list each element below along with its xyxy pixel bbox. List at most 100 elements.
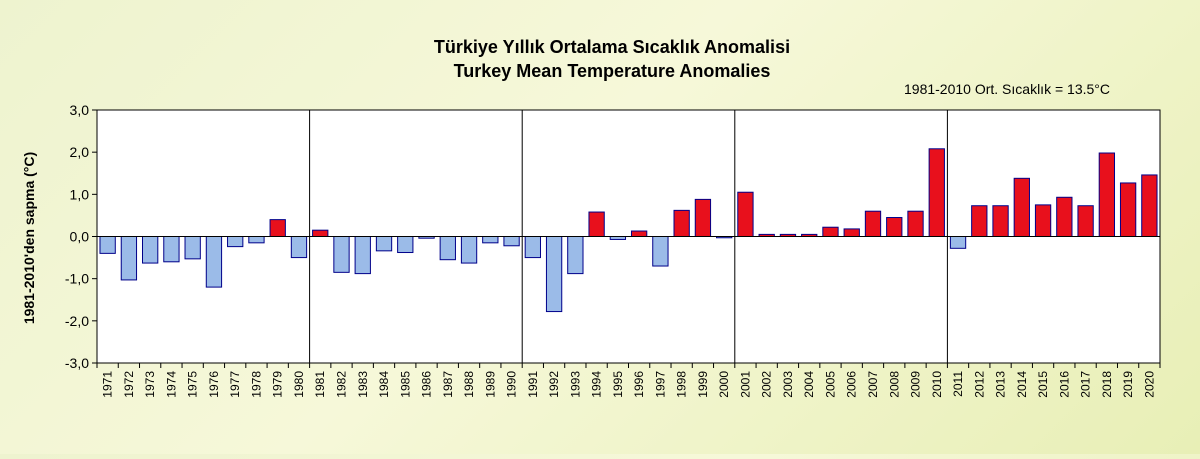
x-tick-label: 1988 bbox=[462, 371, 476, 398]
bar-2010 bbox=[928, 148, 945, 237]
y-tick-label: 3,0 bbox=[70, 102, 90, 118]
x-tick-label: 1993 bbox=[568, 371, 582, 398]
y-tick-label: -1,0 bbox=[65, 271, 89, 287]
bar-1983 bbox=[354, 236, 371, 275]
x-tick-label: 2008 bbox=[887, 371, 901, 398]
x-tick-label: 1995 bbox=[611, 371, 625, 398]
x-tick-label: 2011 bbox=[951, 371, 965, 397]
x-tick-label: 1978 bbox=[249, 371, 263, 398]
x-tick-label: 2014 bbox=[1015, 371, 1029, 398]
bar-2011 bbox=[949, 236, 967, 249]
x-tick-label: 1997 bbox=[653, 371, 667, 398]
x-tick-label: 2013 bbox=[994, 371, 1008, 398]
bar-1975 bbox=[184, 236, 201, 260]
x-tick-label: 2019 bbox=[1121, 371, 1135, 398]
x-tick-label: 1994 bbox=[590, 371, 604, 398]
bar-1981 bbox=[312, 229, 329, 237]
x-tick-label: 1981 bbox=[313, 371, 327, 398]
bar-2014 bbox=[1013, 177, 1030, 237]
bar-2017 bbox=[1077, 205, 1094, 238]
bar-1973 bbox=[142, 236, 159, 264]
x-tick-label: 1983 bbox=[356, 371, 370, 398]
baseline-annotation: 1981-2010 Ort. Sıcaklık = 13.5°C bbox=[904, 81, 1110, 97]
bar-1971 bbox=[99, 236, 116, 254]
x-tick-label: 2020 bbox=[1142, 371, 1156, 398]
x-tick-label: 1977 bbox=[228, 371, 242, 398]
y-tick-label: 0,0 bbox=[70, 229, 90, 245]
bar-2008 bbox=[886, 217, 903, 238]
y-tick-label: 1,0 bbox=[70, 186, 90, 202]
x-tick-label: 1974 bbox=[164, 371, 178, 398]
bar-2016 bbox=[1056, 196, 1073, 237]
bar-1988 bbox=[460, 236, 478, 264]
x-tick-label: 2007 bbox=[866, 371, 880, 398]
bar-1989 bbox=[482, 236, 499, 244]
x-tick-label: 2001 bbox=[738, 371, 752, 398]
x-tick-label: 2009 bbox=[909, 371, 923, 398]
x-tick-label: 1985 bbox=[398, 371, 412, 398]
bar-2015 bbox=[1034, 204, 1052, 238]
bar-1993 bbox=[567, 236, 584, 275]
x-tick-label: 2002 bbox=[760, 371, 774, 398]
x-tick-label: 1989 bbox=[483, 371, 497, 398]
bar-1982 bbox=[333, 236, 350, 273]
y-tick-label: -3,0 bbox=[65, 355, 89, 371]
bar-2006 bbox=[843, 228, 860, 238]
x-tick-label: 1972 bbox=[122, 371, 136, 398]
x-tick-label: 2015 bbox=[1036, 371, 1050, 398]
chart-title: Türkiye Yıllık Ortalama Sıcaklık Anomali… bbox=[434, 37, 790, 57]
bar-1979 bbox=[269, 219, 286, 238]
bar-2013 bbox=[992, 205, 1009, 238]
x-tick-label: 1992 bbox=[547, 371, 561, 398]
bar-1996 bbox=[630, 230, 648, 238]
x-tick-label: 1971 bbox=[101, 371, 115, 398]
x-tick-label: 1991 bbox=[526, 371, 540, 398]
bar-2007 bbox=[864, 210, 882, 237]
axes: 3,0 2,0 1,0 0,0 -1,0 -2,0 -3,0 1971 1972 1973 1974… bbox=[65, 102, 1161, 398]
bar-1984 bbox=[375, 236, 393, 252]
bar-1992 bbox=[545, 236, 563, 313]
x-tick-label: 2012 bbox=[972, 371, 986, 398]
x-tick-label: 2006 bbox=[845, 371, 859, 398]
bar-1987 bbox=[439, 236, 456, 261]
bar-2020 bbox=[1141, 174, 1158, 238]
bar-1978 bbox=[248, 236, 265, 244]
bar-2012 bbox=[971, 205, 988, 238]
x-tick-label: 1984 bbox=[377, 371, 391, 398]
bar-2019 bbox=[1119, 182, 1137, 237]
y-tick-label: -2,0 bbox=[65, 313, 89, 329]
x-tick-label: 1976 bbox=[207, 371, 221, 398]
bar-1974 bbox=[163, 236, 180, 263]
x-tick-label: 1990 bbox=[505, 371, 519, 398]
bar-1976 bbox=[205, 236, 223, 288]
bar-1994 bbox=[588, 211, 605, 237]
x-tick-label: 1980 bbox=[292, 371, 306, 398]
x-tick-label: 2005 bbox=[823, 371, 837, 398]
x-tick-label: 1996 bbox=[632, 371, 646, 398]
x-tick-label: 2016 bbox=[1057, 371, 1071, 398]
x-tick-label: 2000 bbox=[717, 371, 731, 398]
y-axis-label: 1981-2010'den sapma (°C) bbox=[21, 152, 37, 324]
bar-2009 bbox=[907, 210, 924, 237]
x-tick-label: 1975 bbox=[186, 371, 200, 398]
x-tick-label: 1979 bbox=[271, 371, 285, 398]
x-tick-label: 1987 bbox=[441, 371, 455, 398]
x-tick-label: 1999 bbox=[696, 371, 710, 398]
chart-subtitle: Turkey Mean Temperature Anomalies bbox=[454, 61, 771, 81]
bar-1972 bbox=[120, 236, 138, 281]
bar-1980 bbox=[290, 236, 308, 259]
x-tick-label: 2018 bbox=[1100, 371, 1114, 398]
bar-1998 bbox=[673, 209, 690, 237]
bar-2005 bbox=[822, 226, 839, 238]
bar-1985 bbox=[397, 236, 414, 254]
bar-2001 bbox=[737, 191, 754, 237]
bar-1997 bbox=[652, 236, 669, 267]
x-tick-label: 1998 bbox=[675, 371, 689, 398]
x-tick-label: 1986 bbox=[420, 371, 434, 398]
x-tick-label: 2010 bbox=[930, 371, 944, 398]
x-tick-label: 2004 bbox=[802, 371, 816, 398]
bar-1990 bbox=[503, 236, 520, 247]
bar-1977 bbox=[227, 236, 244, 248]
